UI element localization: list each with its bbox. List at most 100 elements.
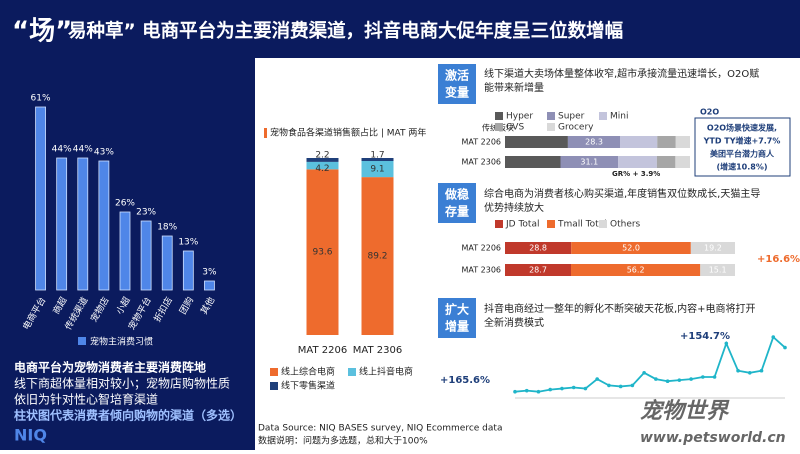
- watermark: 宠物世界: [640, 398, 730, 424]
- o2o-text: YTD TY增速+7.7%: [703, 136, 781, 146]
- y-tick-label: MAT 2206: [461, 138, 501, 147]
- title-marker: [264, 128, 267, 138]
- o2o-label: O2O: [700, 108, 719, 117]
- annotation: GR% + 3.9%: [612, 170, 660, 178]
- point: [701, 375, 705, 379]
- bar-segment: [505, 264, 572, 276]
- value-label: 2.2: [315, 151, 329, 161]
- annotation: +16.6%: [757, 254, 800, 265]
- title-bar: [0, 0, 800, 58]
- value-label: 4.2: [315, 164, 329, 174]
- bar-segment: [361, 161, 394, 178]
- bar: [119, 211, 131, 291]
- value-label: 56.2: [627, 266, 645, 275]
- note: 线下商超体量相对较小；宠物店购物性质: [14, 376, 230, 391]
- point: [618, 384, 623, 389]
- tag: 扩大: [445, 302, 469, 317]
- point: [747, 371, 752, 375]
- legend-swatch: [495, 123, 503, 131]
- legend-label: CVS: [506, 123, 524, 133]
- tag: 做稳: [444, 187, 469, 202]
- bar-segment: [567, 136, 621, 148]
- value-label: 44%: [52, 145, 72, 155]
- legend-label: Mini: [610, 112, 628, 122]
- legend-label: 线上抖音电商: [359, 366, 413, 378]
- point: [524, 388, 529, 393]
- value-label: 61%: [31, 94, 51, 104]
- section-3: 扩大 增量 抖音电商经过一整年的孵化不断突破天花板,内容+电商将打开 全新消费模…: [438, 298, 756, 338]
- value-label: 3%: [202, 268, 217, 278]
- bar-segment: [700, 264, 735, 276]
- annotation: +154.7%: [680, 331, 730, 342]
- bar-segment: [505, 242, 572, 254]
- point: [677, 378, 682, 382]
- point: [724, 341, 729, 346]
- bar-segment: [656, 156, 676, 168]
- bar-segment: [675, 156, 690, 168]
- legend-swatch: [599, 220, 607, 228]
- legend-swatch: [495, 220, 503, 228]
- value-label: 93.6: [312, 248, 332, 258]
- legend-label: JD Total: [505, 220, 539, 230]
- value-label: 28.8: [529, 244, 547, 253]
- point: [712, 375, 717, 379]
- bar-segment: [505, 156, 561, 168]
- title-quote: “场”: [12, 17, 72, 47]
- value-label: 1.7: [370, 151, 384, 161]
- point: [689, 377, 693, 381]
- value-label: 28.3: [585, 138, 603, 147]
- o2o-text: 美团平台潜力商人: [710, 149, 775, 159]
- bar: [161, 235, 173, 291]
- point: [665, 379, 670, 384]
- bar-segment: [361, 177, 394, 335]
- annotation: +165.6%: [440, 375, 490, 386]
- section-text: 能带来新增量: [484, 81, 544, 94]
- legend-label: 宠物主消费习惯: [90, 336, 153, 348]
- legend-swatch: [348, 368, 356, 376]
- section-text: 抖音电商经过一整年的孵化不断突破天花板,内容+电商将打开: [484, 302, 756, 315]
- y-tick-label: MAT 2306: [461, 158, 501, 167]
- value-label: 9.1: [370, 165, 384, 175]
- bar-segment: [306, 169, 339, 335]
- tag: 变量: [445, 85, 469, 100]
- o2o-box: [694, 117, 791, 177]
- o2o-text: (增速10.8%): [716, 162, 767, 172]
- point: [759, 368, 764, 373]
- note: 电商平台为宠物消费者主要消费阵地: [14, 360, 206, 375]
- bar: [204, 280, 215, 291]
- tag: 增量: [445, 319, 469, 334]
- legend-label: Hyper: [506, 112, 533, 122]
- note: 依旧为针对性心智培育渠道: [14, 392, 158, 407]
- section-2: 做稳 存量 综合电商为消费者核心购买渠道,年度销售双位数成长,天猫主导 优势持续…: [438, 183, 760, 223]
- source: Data Source: NIQ BASES survey, NIQ Ecomm…: [258, 424, 502, 434]
- value-label: 43%: [94, 148, 114, 158]
- point: [513, 389, 517, 394]
- section-1: 激活 变量 线下渠道大卖场体量整体收窄,超市承接流量迅速增长，O2O赋 能带来新…: [438, 64, 791, 177]
- chart-title: 宠物食品各渠道销售额占比 | MAT 两年: [270, 127, 426, 139]
- point: [630, 383, 635, 388]
- value-label: 23%: [136, 208, 156, 218]
- point: [571, 385, 576, 390]
- bar: [182, 250, 194, 291]
- section-text: 全新消费模式: [484, 316, 544, 329]
- bar: [56, 157, 68, 291]
- tag: 激活: [445, 68, 469, 83]
- point: [560, 386, 564, 391]
- value-label: 31.1: [580, 158, 598, 167]
- bar: [77, 157, 89, 291]
- bar-segment: [505, 136, 568, 148]
- point: [736, 368, 740, 373]
- x-tick-label: MAT 2206: [298, 345, 347, 356]
- tag-box: [438, 64, 476, 104]
- title: 易种草” 电商平台为主要消费渠道，抖音电商大促年度呈三位数增幅: [68, 20, 623, 42]
- tag-box: [438, 183, 476, 223]
- value-label: 28.7: [529, 266, 547, 275]
- x-tick-label: MAT 2306: [353, 345, 402, 356]
- point: [642, 371, 646, 375]
- bar-segment: [657, 136, 676, 148]
- value-label: 18%: [157, 223, 177, 233]
- bar-segment: [571, 242, 691, 254]
- o2o-text: O2O场景快速发展,: [707, 123, 777, 133]
- bar: [98, 160, 110, 291]
- legend-swatch: [547, 220, 555, 228]
